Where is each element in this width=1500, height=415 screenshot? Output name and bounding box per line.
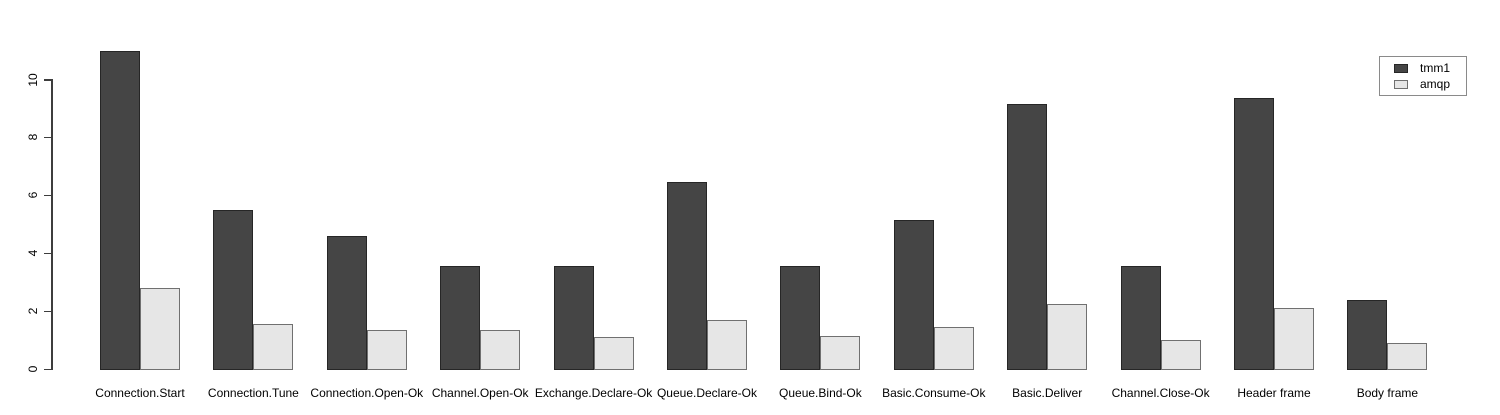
x-tick-label: Connection.Open-Ok [310, 386, 424, 400]
x-tick-label: Queue.Bind-Ok [779, 386, 862, 400]
bar-amqp-5 [707, 319, 747, 370]
y-tick [44, 310, 52, 313]
legend-label: amqp [1420, 77, 1451, 91]
legend-swatch-tmm1 [1394, 63, 1408, 73]
y-tick-label: 4 [26, 249, 40, 257]
x-tick-label: Connection.Start [95, 386, 185, 400]
bar-amqp-9 [1160, 340, 1201, 370]
y-axis-line [51, 79, 53, 370]
bar-tmm1-6 [780, 266, 821, 370]
y-tick [44, 136, 52, 139]
x-tick-label: Basic.Deliver [1012, 386, 1083, 400]
bar-tmm1-3 [440, 266, 481, 370]
legend: tmm1 amqp [1379, 56, 1467, 96]
bar-amqp-1 [253, 324, 294, 370]
bar-amqp-10 [1274, 308, 1314, 370]
y-tick [44, 368, 52, 370]
x-tick-label: Basic.Consume-Ok [882, 386, 986, 400]
x-tick-label: Header frame [1237, 386, 1311, 400]
y-tick-label: 10 [26, 72, 40, 87]
bar-tmm1-8 [1007, 104, 1048, 370]
bar-tmm1-11 [1347, 299, 1388, 370]
legend-label: tmm1 [1420, 61, 1450, 75]
bar-amqp-11 [1387, 342, 1428, 370]
x-tick-label: Body frame [1356, 386, 1419, 400]
x-tick-label: Queue.Declare-Ok [656, 386, 758, 400]
y-tick-label: 2 [26, 307, 40, 315]
y-tick [44, 252, 52, 255]
legend-swatch-amqp [1394, 79, 1408, 89]
bar-tmm1-4 [553, 266, 594, 370]
bar-tmm1-0 [100, 50, 140, 370]
y-tick [44, 79, 52, 81]
legend-entry-amqp: amqp [1394, 78, 1466, 90]
bar-tmm1-5 [667, 182, 707, 370]
bar-tmm1-10 [1234, 98, 1274, 370]
bar-tmm1-7 [893, 219, 934, 370]
bar-amqp-2 [366, 329, 407, 370]
y-tick-label: 0 [26, 365, 40, 373]
bar-tmm1-9 [1120, 266, 1161, 370]
y-tick-label: 6 [26, 191, 40, 199]
bar-amqp-0 [140, 287, 180, 370]
legend-entry-tmm1: tmm1 [1394, 62, 1466, 74]
bar-amqp-8 [1047, 303, 1088, 370]
y-tick-label: 8 [26, 134, 40, 141]
x-tick-label: Channel.Close-Ok [1111, 386, 1210, 400]
bar-tmm1-2 [326, 235, 367, 370]
y-tick [44, 194, 52, 197]
x-tick-label: Channel.Open-Ok [431, 386, 529, 400]
x-tick-label: Connection.Tune [207, 386, 299, 400]
x-tick-label: Exchange.Declare-Ok [534, 386, 653, 400]
bar-amqp-4 [593, 337, 634, 370]
bar-amqp-7 [933, 327, 974, 370]
bar-amqp-3 [480, 329, 521, 370]
bar-amqp-6 [820, 335, 861, 370]
bar-tmm1-1 [213, 209, 254, 370]
